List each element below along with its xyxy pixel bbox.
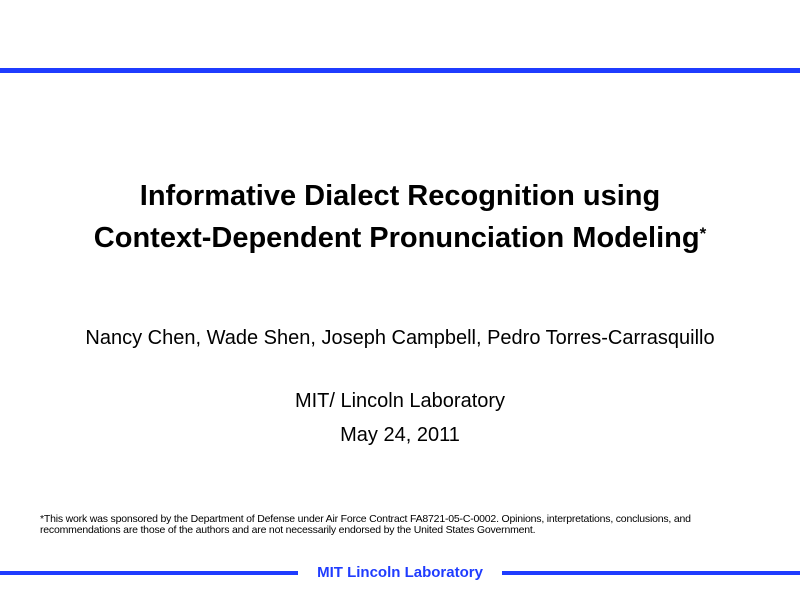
title-line-2-text: Context-Dependent Pronunciation Modeling (93, 222, 700, 254)
top-rule (0, 68, 800, 73)
footer-rule-right (502, 571, 800, 575)
date: May 24, 2011 (340, 424, 460, 446)
title-footnote-marker: * (699, 224, 707, 243)
footnote: *This work was sponsored by the Departme… (40, 513, 691, 536)
title-line-1: Informative Dialect Recognition using (139, 180, 661, 212)
organization: MIT/ Lincoln Laboratory (294, 390, 506, 412)
authors: Nancy Chen, Wade Shen, Joseph Campbell, … (85, 327, 715, 349)
title-line-2: Context-Dependent Pronunciation Modeling… (0, 222, 800, 255)
footer-rule-left (0, 571, 298, 575)
footer-label: MIT Lincoln Laboratory (317, 564, 483, 581)
